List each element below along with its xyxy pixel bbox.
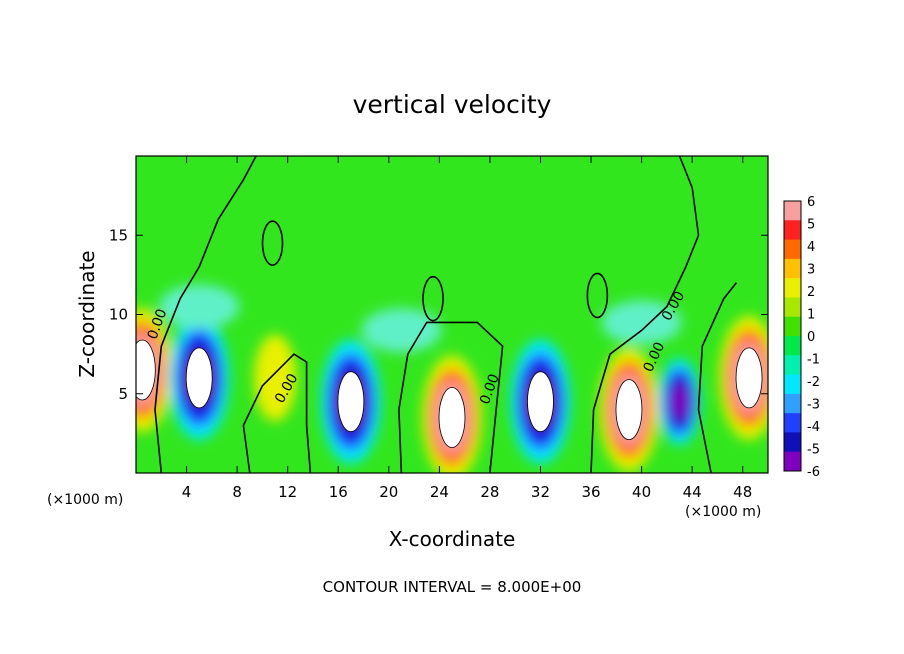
colorbar-swatch <box>784 355 801 376</box>
x-tick-label: 24 <box>430 483 449 501</box>
zero-contour-line <box>398 321 504 473</box>
colorbar-swatch <box>784 336 801 356</box>
x-unit-left: (×1000 m) <box>47 492 123 508</box>
colorbar-label: 0 <box>807 330 815 345</box>
plot-area: 0.000.00 0.000.000.00 <box>136 156 768 473</box>
colorbar-swatch <box>784 297 801 318</box>
colorbar-label: 5 <box>807 218 815 233</box>
x-tick-label: 40 <box>632 483 651 501</box>
x-tick-label: 48 <box>733 483 752 501</box>
zero-contour-line <box>154 156 257 473</box>
colorbar-label: -5 <box>807 443 820 458</box>
contour-interval-note: CONTOUR INTERVAL = 8.000E+00 <box>323 578 582 596</box>
colorbar-swatch <box>784 258 801 279</box>
y-tick-label: 15 <box>109 226 128 244</box>
zero-contour-loop <box>261 220 284 266</box>
y-axis-label: Z-coordinate <box>75 250 99 377</box>
velocity-cores <box>136 339 763 448</box>
colorbar-label: 3 <box>807 263 815 278</box>
x-tick-label: 8 <box>232 483 242 501</box>
colorbar-label: 4 <box>807 240 815 255</box>
field-blob <box>159 284 240 329</box>
extreme-core <box>615 379 643 441</box>
extreme-core <box>185 347 213 409</box>
colorbar-frame <box>783 200 802 472</box>
colorbar-label: 2 <box>807 285 815 300</box>
extreme-core <box>527 371 554 433</box>
x-axis-label: X-coordinate <box>389 527 516 551</box>
y-axis-ticks: 5 10 15 <box>109 226 768 403</box>
colorbar-swatch <box>784 393 801 414</box>
x-tick-label: 20 <box>379 483 398 501</box>
colorbar: 6 5 4 3 2 1 0 -1 -2 -3 -4 -5 -6 <box>783 195 820 480</box>
chart-title: vertical velocity <box>353 90 552 119</box>
colorbar-label: -4 <box>807 420 820 435</box>
colorbar-swatch <box>784 278 801 298</box>
colorbar-swatch <box>784 201 801 221</box>
x-tick-label: 16 <box>329 483 348 501</box>
x-tick-label: 32 <box>531 483 550 501</box>
colorbar-swatch <box>784 316 801 337</box>
extreme-core <box>136 339 156 401</box>
colorbar-swatch <box>784 451 801 472</box>
zero-contour-loop <box>422 275 444 322</box>
colorbar-swatch <box>784 413 801 433</box>
field-blob <box>361 308 442 353</box>
extreme-core <box>337 371 365 433</box>
zero-contour-line <box>697 282 738 473</box>
y-tick-label: 10 <box>109 306 128 324</box>
field-blob <box>254 334 297 422</box>
zero-contour-loop <box>586 272 609 319</box>
x-tick-label: 44 <box>683 483 702 501</box>
colorbar-swatch <box>784 374 801 395</box>
colorbar-label: -6 <box>807 465 820 480</box>
zero-contour-line <box>590 156 700 473</box>
colorbar-label: 6 <box>807 195 815 210</box>
extreme-core <box>438 387 466 448</box>
extreme-core <box>735 347 763 409</box>
x-tick-label: 36 <box>581 483 600 501</box>
colorbar-label: -1 <box>807 353 820 368</box>
colorbar-swatch <box>784 432 801 453</box>
colorbar-swatch <box>784 220 801 241</box>
colorbar-label: 1 <box>807 308 815 323</box>
x-tick-label: 12 <box>278 483 297 501</box>
x-axis-ticks: 4 8 12 16 20 24 28 32 36 40 44 48 <box>182 156 752 501</box>
x-tick-label: 4 <box>182 483 192 501</box>
x-tick-label: 28 <box>480 483 499 501</box>
x-unit-right: (×1000 m) <box>685 504 761 520</box>
colorbar-label: -3 <box>807 398 820 413</box>
field-blob <box>671 384 688 420</box>
zero-contour-line <box>242 353 312 473</box>
y-tick-label: 5 <box>118 385 128 403</box>
colorbar-swatch <box>784 239 801 260</box>
colorbar-label: -2 <box>807 375 820 390</box>
